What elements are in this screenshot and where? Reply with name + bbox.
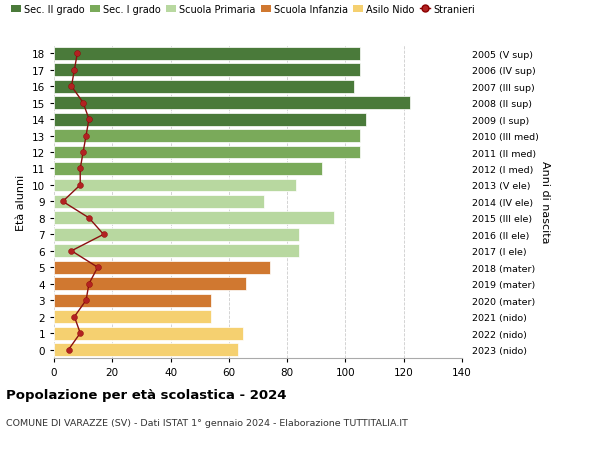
Bar — [54, 64, 360, 77]
Bar — [54, 113, 366, 126]
Bar — [54, 343, 238, 356]
Point — [70, 67, 79, 74]
Bar — [54, 48, 360, 61]
Bar — [54, 261, 269, 274]
Bar — [54, 311, 211, 323]
Point — [93, 264, 103, 271]
Bar — [54, 229, 299, 241]
Point — [67, 83, 76, 90]
Bar — [54, 179, 296, 192]
Bar — [54, 81, 354, 93]
Point — [76, 330, 85, 337]
Bar — [54, 327, 244, 340]
Bar — [54, 162, 322, 175]
Bar — [54, 212, 334, 225]
Bar — [54, 245, 299, 257]
Point — [81, 297, 91, 304]
Bar — [54, 294, 211, 307]
Bar — [54, 130, 360, 143]
Bar — [54, 196, 264, 208]
Point — [67, 247, 76, 255]
Point — [81, 133, 91, 140]
Bar — [54, 97, 410, 110]
Point — [70, 313, 79, 321]
Text: COMUNE DI VARAZZE (SV) - Dati ISTAT 1° gennaio 2024 - Elaborazione TUTTITALIA.IT: COMUNE DI VARAZZE (SV) - Dati ISTAT 1° g… — [6, 418, 408, 427]
Legend: Sec. II grado, Sec. I grado, Scuola Primaria, Scuola Infanzia, Asilo Nido, Stran: Sec. II grado, Sec. I grado, Scuola Prim… — [11, 5, 475, 15]
Point — [76, 165, 85, 173]
Point — [99, 231, 109, 239]
Point — [84, 280, 94, 288]
Point — [58, 198, 68, 206]
Point — [84, 215, 94, 222]
Point — [73, 50, 82, 58]
Bar — [54, 278, 247, 291]
Y-axis label: Anni di nascita: Anni di nascita — [540, 161, 550, 243]
Point — [76, 182, 85, 189]
Y-axis label: Età alunni: Età alunni — [16, 174, 26, 230]
Text: Popolazione per età scolastica - 2024: Popolazione per età scolastica - 2024 — [6, 388, 287, 401]
Point — [79, 100, 88, 107]
Point — [64, 346, 73, 353]
Bar — [54, 146, 360, 159]
Point — [84, 116, 94, 123]
Point — [79, 149, 88, 157]
